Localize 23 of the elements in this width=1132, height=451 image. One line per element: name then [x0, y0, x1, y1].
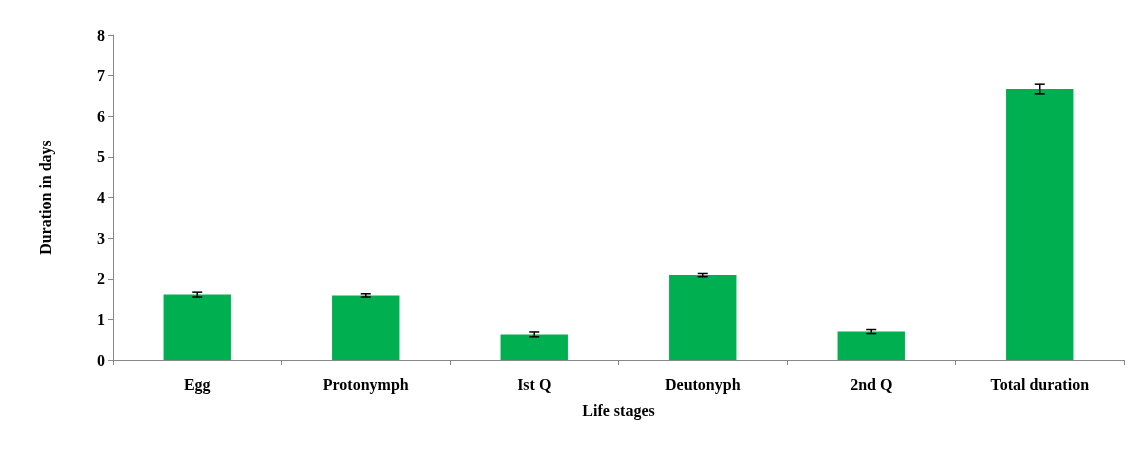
y-tick-label: 6: [97, 107, 105, 125]
x-tick-label: Protonymph: [322, 375, 409, 394]
y-tick-label: 3: [97, 229, 105, 247]
x-tick-label: Total duration: [990, 375, 1090, 393]
bar: [1006, 89, 1074, 360]
bar: [500, 334, 568, 360]
y-tick-label: 0: [97, 351, 105, 369]
y-tick-label: 1: [97, 310, 105, 328]
y-tick-label: 2: [97, 270, 105, 288]
bar: [163, 294, 231, 360]
x-tick-label: Ist Q: [517, 375, 552, 393]
bar: [837, 331, 905, 360]
x-axis-title: Life stages: [582, 401, 655, 420]
y-tick-label: 5: [97, 148, 105, 166]
y-tick-label: 7: [97, 67, 105, 85]
x-tick-label: Deutonyph: [664, 375, 741, 394]
y-tick-label: 4: [97, 189, 105, 206]
x-tick-label: Egg: [183, 375, 211, 394]
y-tick-label: 8: [97, 26, 105, 44]
bar: [332, 295, 400, 360]
bar: [669, 275, 737, 360]
x-tick-label: 2nd Q: [850, 375, 893, 393]
y-axis-title: Duration in days: [36, 140, 55, 255]
